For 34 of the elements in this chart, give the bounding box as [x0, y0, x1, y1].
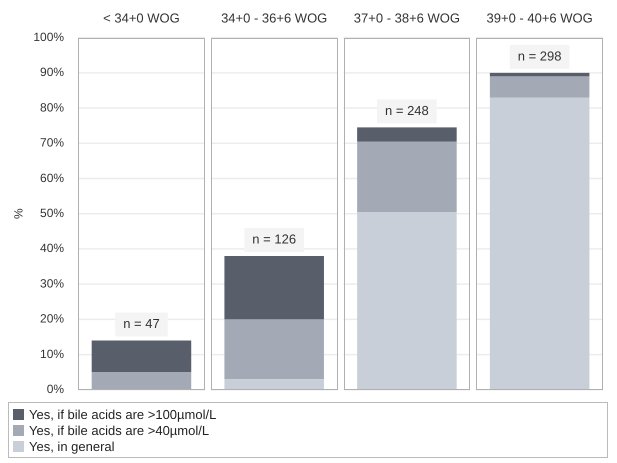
bar: [224, 319, 324, 380]
bar: [490, 76, 590, 98]
annotation: n = 126: [252, 232, 296, 247]
bar: [357, 212, 457, 390]
y-tick-label: 40%: [40, 241, 64, 256]
y-tick-label: 0%: [46, 382, 64, 396]
x-tick-label: < 34+0 WOG: [103, 10, 180, 26]
bar: [357, 142, 457, 212]
y-tick-label: 60%: [40, 170, 64, 185]
y-tick-label: 20%: [40, 312, 64, 326]
y-axis-title: %: [12, 208, 26, 220]
bar: [490, 72, 590, 76]
x-tick-label: 39+0 - 40+6 WOG: [486, 10, 593, 26]
x-tick-label: 34+0 - 36+6 WOG: [221, 10, 328, 26]
y-tick-label: 70%: [40, 136, 64, 150]
bar: [92, 372, 192, 390]
annotation: n = 298: [518, 48, 562, 64]
legend-label: Yes, in general: [29, 438, 115, 454]
legend-label: Yes, if bile acids are >100µmol/L: [29, 406, 216, 422]
bar: [92, 340, 192, 372]
bar: [224, 379, 324, 390]
y-tick-label: 50%: [40, 206, 64, 220]
y-tick-label: 100%: [33, 30, 64, 44]
bar: [357, 127, 457, 142]
y-tick-label: 10%: [40, 346, 64, 361]
bar: [490, 97, 590, 390]
annotation: n = 47: [123, 316, 160, 332]
legend-label: Yes, if bile acids are >40µmol/L: [29, 422, 210, 438]
bar: [224, 256, 324, 320]
x-tick-label: 37+0 - 38+6 WOG: [354, 10, 460, 26]
y-tick-label: 80%: [40, 100, 64, 114]
y-tick-label: 30%: [40, 276, 64, 290]
annotation: n = 248: [385, 102, 429, 118]
y-tick-label: 90%: [40, 65, 64, 80]
